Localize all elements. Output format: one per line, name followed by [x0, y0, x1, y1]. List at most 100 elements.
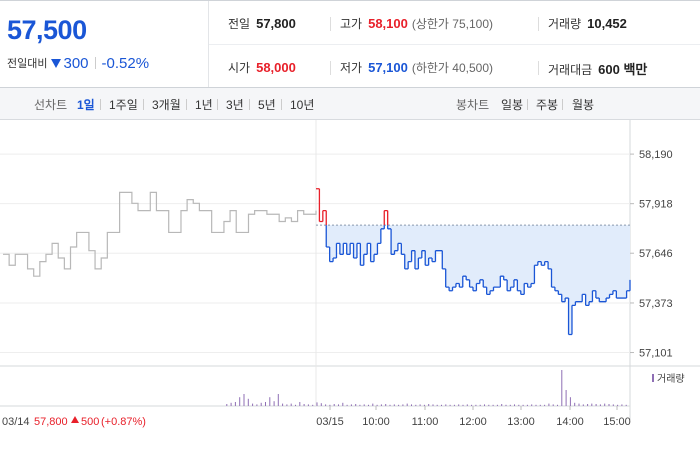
- tab-1week[interactable]: 1주일: [109, 98, 138, 112]
- volume-bar: [432, 404, 434, 406]
- volume-bar: [582, 404, 584, 406]
- price-line-below: [325, 225, 631, 336]
- volume-bar: [312, 404, 314, 406]
- volume-bar: [441, 404, 442, 406]
- volume-bar: [389, 404, 391, 406]
- divider: [186, 99, 187, 110]
- stat-value: 58,100: [368, 16, 408, 31]
- volume-bar: [544, 404, 546, 406]
- volume-bar: [239, 397, 241, 406]
- volume-bar: [449, 404, 451, 406]
- volume-bar: [569, 397, 571, 406]
- volume-bar: [303, 404, 305, 406]
- volume-bar: [599, 404, 601, 406]
- prev-day-change-pct: (+0.87%): [101, 416, 146, 428]
- stat-label: 시가: [228, 61, 251, 75]
- volume-bar: [368, 404, 369, 406]
- stat-value: 600 백만: [598, 62, 648, 77]
- volume-bar: [462, 404, 464, 406]
- volume-bar: [226, 404, 228, 406]
- change-row: 전일대비 300 -0.52%: [7, 55, 149, 72]
- x-tick-label: 14:00: [556, 416, 584, 428]
- volume-bar: [419, 404, 421, 406]
- change-value: 300: [63, 55, 89, 72]
- volume-bar: [509, 404, 511, 406]
- volume-bar: [247, 398, 249, 406]
- x-tick-label: 13:00: [507, 416, 535, 428]
- divider: [330, 17, 331, 31]
- volume-bar: [501, 404, 503, 406]
- volume-bar: [595, 404, 597, 406]
- volume-bar: [565, 390, 567, 406]
- volume-bar: [531, 404, 533, 406]
- volume-bar: [234, 402, 236, 406]
- volume-bar: [526, 404, 528, 406]
- tab-1day[interactable]: 1일: [77, 98, 95, 112]
- volume-bar: [295, 404, 296, 406]
- stat-prev-close: 전일 57,800: [228, 15, 296, 32]
- volume-bar: [325, 404, 327, 406]
- volume-bar: [282, 403, 284, 406]
- volume-bar: [608, 404, 610, 406]
- chart-svg: 58,190 57,918 57,646 57,373 57,101 03/15 10:00…: [0, 120, 700, 428]
- divider: [217, 99, 218, 110]
- volume-bar: [535, 404, 537, 406]
- y-tick-label: 57,918: [639, 199, 673, 211]
- x-tick-label: 10:00: [362, 416, 390, 428]
- line-chart-label: 선차트: [34, 98, 68, 112]
- volume-bar: [350, 404, 352, 406]
- y-tick-label: 57,373: [639, 298, 673, 310]
- volume-bar: [591, 403, 593, 406]
- volume-bar: [359, 404, 361, 406]
- tab-monthly-candle[interactable]: 월봉: [572, 98, 595, 112]
- volume-bar: [557, 404, 558, 406]
- volume-bar: [522, 404, 524, 406]
- tab-weekly-candle[interactable]: 주봉: [536, 98, 559, 112]
- volume-bar: [265, 402, 266, 406]
- down-arrow-icon: [51, 59, 62, 68]
- volume-bar: [260, 402, 262, 406]
- tab-3years[interactable]: 3년: [226, 98, 244, 112]
- volume-bar: [269, 397, 271, 406]
- prev-day-close: 57,800: [34, 416, 68, 428]
- stat-label: 전일: [228, 17, 251, 31]
- volume-bar: [415, 404, 417, 406]
- volume-bar: [428, 404, 430, 406]
- volume-legend: 거래량: [657, 373, 685, 385]
- volume-bar: [277, 394, 279, 406]
- volume-bar: [402, 404, 404, 406]
- volume-bar: [243, 394, 245, 406]
- volume-bar: [621, 404, 623, 406]
- tab-1year[interactable]: 1년: [195, 98, 213, 112]
- x-tick-label: 15:00: [603, 416, 631, 428]
- divider: [249, 99, 250, 110]
- volume-bar: [561, 370, 563, 406]
- volume-bar: [496, 404, 498, 406]
- stat-label: 거래량: [548, 17, 582, 31]
- divider: [538, 17, 539, 31]
- divider: [143, 99, 144, 110]
- volume-bar: [488, 404, 490, 406]
- tab-3months[interactable]: 3개월: [152, 98, 181, 112]
- tab-5years[interactable]: 5년: [258, 98, 276, 112]
- divider: [562, 99, 563, 110]
- volume-bar: [355, 404, 357, 406]
- volume-bar: [398, 404, 400, 406]
- upper-limit: (상한가 75,100): [411, 17, 494, 31]
- volume-bar: [346, 404, 348, 406]
- divider: [527, 99, 528, 110]
- x-tick-label: 12:00: [459, 416, 487, 428]
- volume-bar: [505, 404, 507, 406]
- tab-daily-candle[interactable]: 일봉: [501, 98, 524, 112]
- tab-10years[interactable]: 10년: [290, 98, 315, 112]
- volume-bar: [518, 404, 520, 406]
- volume-bar: [411, 404, 412, 406]
- volume-bar: [290, 403, 292, 406]
- volume-bar: [333, 404, 335, 406]
- volume-bar: [286, 404, 288, 406]
- volume-bar: [604, 403, 606, 406]
- volume-bar: [252, 403, 254, 406]
- volume-bar: [574, 402, 576, 406]
- volume-bar: [338, 404, 339, 406]
